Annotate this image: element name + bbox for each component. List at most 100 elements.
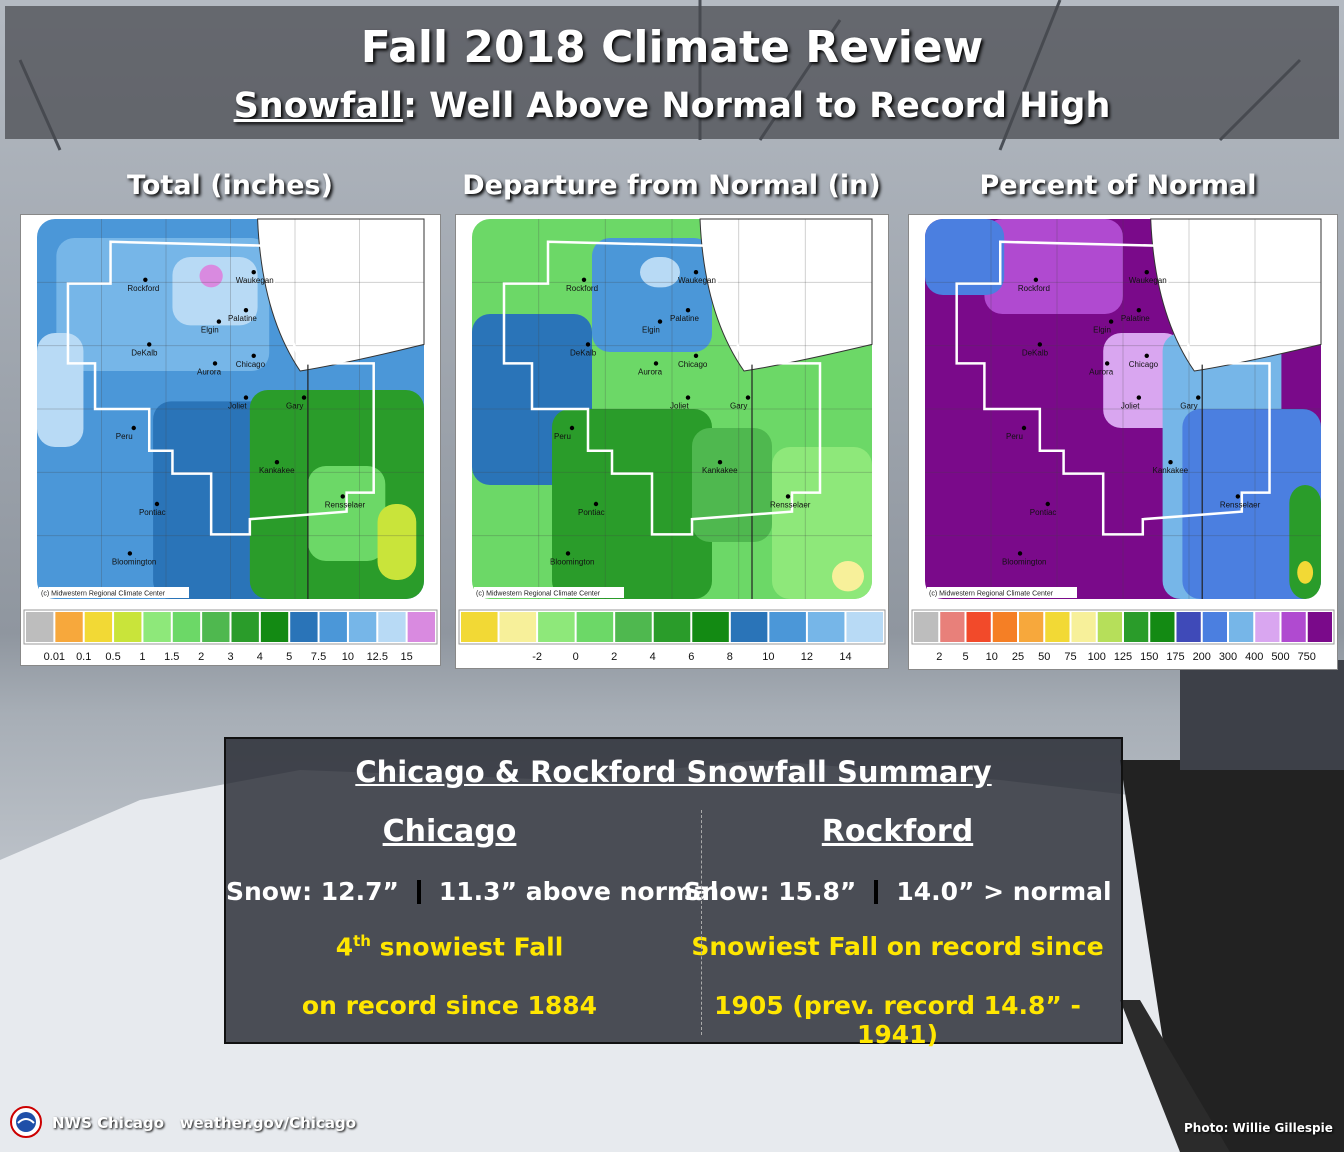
city-label: Bloomington [550,557,594,566]
legend-swatch [653,612,691,642]
city-label: Rockford [566,284,598,293]
city-dot [745,395,751,400]
city-dot [1196,395,1201,400]
legend-swatch [914,612,939,642]
legend-label: 1.5 [164,651,179,663]
summary-title: Chicago & Rockford Snowfall Summary [355,755,992,789]
legend-label: 8 [727,651,733,663]
chicago-snow-total: Snow: 12.7” [226,877,399,906]
legend-swatch [576,612,614,642]
city-dot [243,395,249,400]
lake-michigan [699,218,873,372]
city-label: Palatine [670,314,699,323]
panel-title-total: Total (inches) [127,170,333,201]
legend-label: 6 [688,651,694,663]
city-label: Palatine [1121,314,1150,323]
city-label: Elgin [1093,326,1111,335]
legend-swatch [1124,612,1149,642]
city-dot [585,342,591,347]
footer-org-name: NWS Chicago [52,1114,165,1132]
photo-credit: Photo: Willie Gillespie [1184,1121,1333,1135]
city-label: Kankakee [702,466,738,475]
rockford-record-line2: 1905 (prev. record 14.8” - 1941) [714,991,1081,1049]
legend-swatch [1150,612,1175,642]
legend-swatch [1176,612,1201,642]
chicago-heading: Chicago [382,814,517,849]
contour-region [377,504,417,580]
legend-swatch [730,612,768,642]
city-label: Peru [116,432,133,441]
subtitle-keyword: Snowfall [233,86,403,126]
legend-label: 10 [342,651,354,663]
legend-label: 50 [1038,651,1050,663]
legend-swatch [1307,612,1332,642]
legend-swatch [769,612,806,642]
credit-box [474,587,624,598]
legend-label: -2 [532,651,542,663]
city-dot [717,460,723,465]
city-dot [1168,460,1173,465]
legend-swatch [172,612,201,642]
city-dot [581,277,587,282]
chicago-rank: 4th snowiest Fall [226,932,673,961]
city-dot [685,308,691,313]
legend-label: 5 [962,651,968,663]
city-dot [657,319,663,324]
city-dot [1136,308,1142,313]
city-dot [154,501,160,507]
footer-org: NWS Chicago weather.gov/Chicago [52,1114,356,1132]
panel-title-departure: Departure from Normal (in) [462,170,881,201]
contour-region [832,561,864,592]
city-label: Rensselaer [1220,500,1261,509]
city-label: Chicago [236,360,266,369]
map-panel-departure: Rockford Waukegan Palatine Elgin DeKalb Auror… [455,214,889,669]
city-label: Gary [286,402,303,411]
legend-label: 3 [227,651,233,663]
city-dot [251,353,256,358]
legend-swatch [407,612,435,642]
snowfall-total-map: Rockford Waukegan Palatine Elgin DeKalb Auror… [23,218,438,663]
legend-swatch [807,612,845,642]
city-dot [693,270,699,275]
legend-swatch [55,612,83,642]
rockford-heading: Rockford [821,814,974,849]
city-label: Waukegan [678,276,716,285]
footer-url[interactable]: weather.gov/Chicago [179,1114,357,1132]
legend-swatch [348,612,377,642]
rockford-summary: Rockford Snow: 15.8” 14.0” > normal Snowi… [674,814,1121,1049]
separator-bar [416,880,421,904]
legend-swatch [231,612,259,642]
contour-region [984,219,1123,314]
city-label: Bloomington [112,557,156,566]
legend-swatch [1019,612,1044,642]
city-dot [212,361,218,366]
city-dot [1033,277,1039,282]
city-label: Pontiac [1030,508,1057,517]
legend-swatch [319,612,347,642]
legend-label: 175 [1166,651,1184,663]
legend-label: 125 [1114,651,1132,663]
rockford-snow-line: Snow: 15.8” 14.0” > normal [674,877,1121,906]
legend-swatch [378,612,406,642]
city-dot [147,342,152,347]
map-area: Rockford Waukegan Palatine Elgin DeKalb Auror… [37,218,425,599]
legend-swatch [1097,612,1122,642]
snowfall-departure-map: Rockford Waukegan Palatine Elgin DeKalb Auror… [458,218,886,663]
city-dot [1144,353,1149,358]
legend-label: 7.5 [311,651,326,663]
cwa-outline [502,240,822,536]
contour-region [1103,333,1183,428]
contour-region [925,219,1005,295]
city-label: Aurora [1089,367,1114,376]
city-label: Chicago [678,360,708,369]
city-dot [593,501,599,507]
city-dot [1144,270,1149,275]
legend-swatch [26,612,54,642]
city-dot [693,353,699,358]
city-label: Chicago [1129,360,1159,369]
city-label: Rensselaer [325,500,366,509]
map-panel-percent: Rockford Waukegan Palatine Elgin DeKalb Auror… [908,214,1338,670]
city-dot [1108,319,1114,324]
legend-swatch [1281,612,1306,642]
legend-swatch [202,612,230,642]
